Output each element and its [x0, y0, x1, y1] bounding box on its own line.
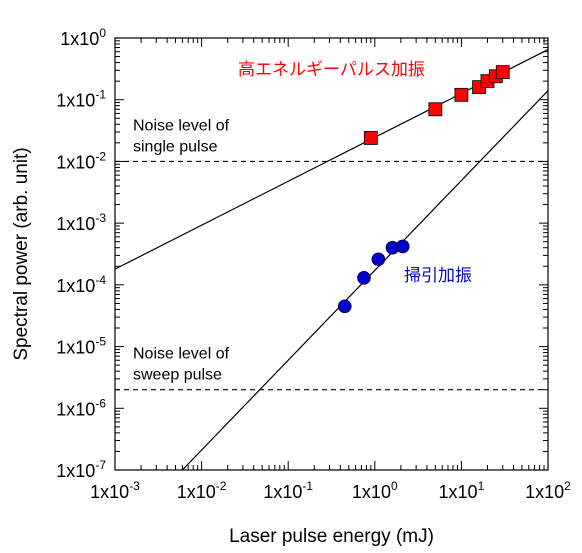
- x-tick-label: 1x10-2: [177, 479, 227, 502]
- red-square-point: [454, 87, 469, 102]
- blue-circle-point: [337, 299, 352, 314]
- series-annotation-sweep: 掃引加振: [404, 266, 472, 285]
- red-square-point: [428, 102, 443, 117]
- x-tick-label: 1x10-3: [90, 479, 140, 502]
- noise-level-label: sweep pulse: [133, 367, 222, 384]
- noise-level-label: Noise level of: [133, 346, 230, 363]
- y-tick-label: 1x10-1: [56, 88, 106, 111]
- y-tick-label: 1x10-6: [56, 396, 106, 419]
- y-tick-label: 1x10-2: [56, 149, 106, 172]
- blue-circle-point: [395, 239, 410, 254]
- y-tick-label: 1x10-7: [56, 458, 106, 481]
- blue-circle-point: [357, 271, 371, 285]
- y-tick-label: 1x10-4: [56, 273, 106, 296]
- y-tick-label: 1x100: [60, 26, 106, 49]
- red-square-point: [363, 131, 378, 145]
- plot-area-frame: [114, 37, 549, 471]
- noise-level-label: Noise level of: [133, 117, 230, 134]
- text-labels: Laser pulse energy (mJ) Spectral power (…: [11, 26, 571, 547]
- red-square-point: [495, 65, 510, 80]
- x-tick-label: 1x10-1: [263, 479, 313, 502]
- x-axis-label: Laser pulse energy (mJ): [229, 526, 434, 547]
- y-tick-label: 1x10-3: [56, 211, 106, 234]
- axis-ticks: [114, 37, 549, 471]
- y-axis-label: Spectral power (arb. unit): [11, 147, 32, 360]
- series-annotation-high-energy: 高エネルギーパルス加振: [238, 60, 425, 79]
- data-markers: [337, 65, 510, 314]
- y-tick-label: 1x10-5: [56, 335, 106, 358]
- noise-level-label: single pulse: [133, 138, 218, 155]
- x-tick-label: 1x101: [439, 479, 485, 502]
- x-tick-label: 1x100: [352, 479, 398, 502]
- reference-lines: [115, 160, 548, 391]
- fit-lines: [114, 49, 549, 471]
- blue-circle-point: [371, 252, 386, 267]
- x-tick-label: 1x102: [525, 479, 571, 502]
